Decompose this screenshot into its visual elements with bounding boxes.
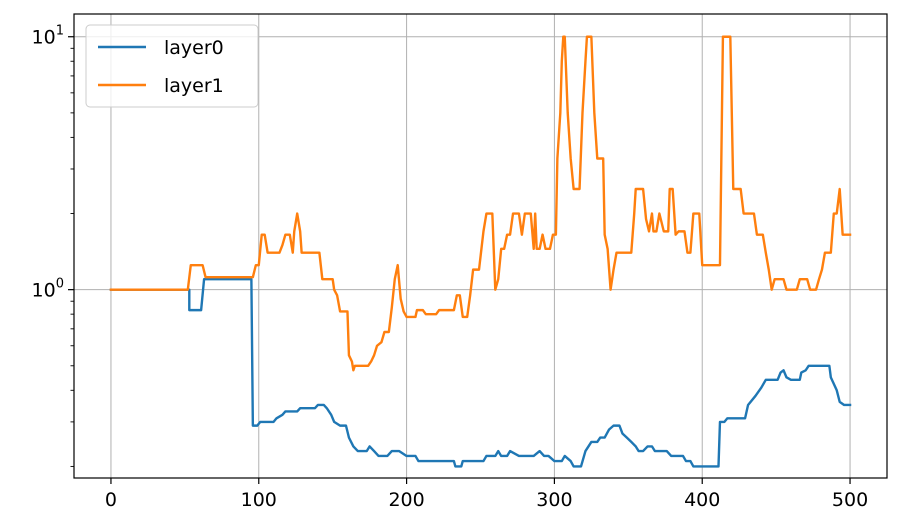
series-line-layer0 (109, 277, 852, 468)
x-tick-label: 100 (241, 489, 277, 511)
series-line-layer1 (109, 35, 852, 372)
plot-frame (73, 13, 888, 479)
x-tick-label: 500 (832, 489, 868, 511)
y-tick-label: 101 (32, 24, 64, 49)
series-group (109, 35, 852, 468)
legend: layer0 layer1 (85, 24, 259, 108)
axis-ticks: 0 100 200 300 400 500 100 101 (32, 24, 869, 511)
legend-label-layer1: layer1 (164, 75, 224, 97)
legend-label-layer0: layer0 (164, 37, 224, 59)
x-tick-label: 0 (105, 489, 117, 511)
x-tick-label: 300 (536, 489, 572, 511)
legend-box (85, 24, 259, 108)
x-tick-label: 400 (684, 489, 720, 511)
y-tick-label: 100 (32, 277, 64, 302)
x-tick-label: 200 (388, 489, 424, 511)
